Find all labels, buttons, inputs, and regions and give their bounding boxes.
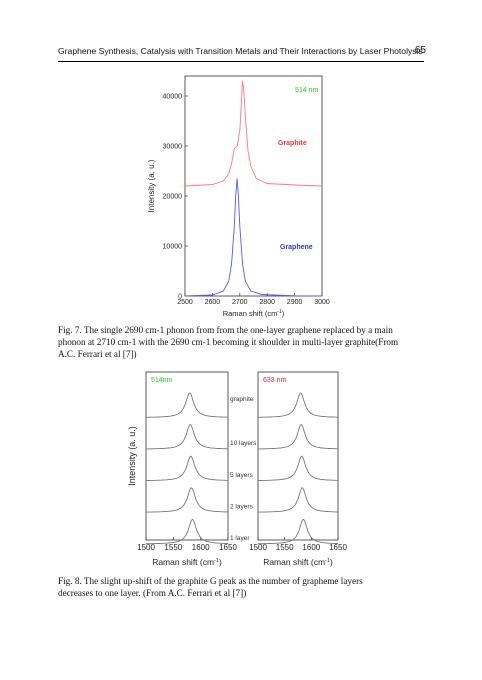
spectrum-curve xyxy=(146,424,228,450)
x-tick-label: 2700 xyxy=(232,299,248,306)
figure-8-right-plot: 1500 1550 1600 1650 Raman shift (cm-1) 633 nm xyxy=(249,371,347,567)
spectrum-curve xyxy=(146,487,229,513)
x-tick-label: 2600 xyxy=(205,299,221,306)
graphene-series-label: Graphene xyxy=(280,244,313,251)
running-header: Graphene Synthesis, Catalysis with Trans… xyxy=(58,45,426,62)
x-tick-label: 1550 xyxy=(164,543,182,552)
figure-8-caption-line-1: Fig. 8. The slight up-shift of the graph… xyxy=(58,576,363,586)
layer-label: 5 layers xyxy=(230,472,254,479)
x-tick-label: 1550 xyxy=(276,543,294,552)
spectrum-curve xyxy=(146,392,228,418)
figure-7-plot: 2500 2600 2700 2800 2900 30000100002000030000… xyxy=(147,75,330,318)
x-tick-label: 1600 xyxy=(302,543,320,552)
x-tick-label: 3000 xyxy=(314,299,330,306)
page-number: 65 xyxy=(414,45,426,56)
x-tick-label: 1500 xyxy=(249,543,267,552)
series-line-graphene xyxy=(184,178,323,297)
spectrum-curve xyxy=(258,455,338,481)
y-axis-label: Intensity (a. u.) xyxy=(127,426,137,486)
x-tick-label: 1650 xyxy=(219,543,237,552)
wavelength-annotation: 514 nm xyxy=(295,87,319,94)
header-title: Graphene Synthesis, Catalysis with Trans… xyxy=(58,46,423,56)
figure-8-left-plot: 1500 1550 1600 1650 Raman shift (cm-1) 514nm g… xyxy=(127,371,257,567)
x-tick-label: 1500 xyxy=(137,543,155,552)
x-axis-label: Raman shift (cm-1) xyxy=(263,557,333,567)
y-tick-label: 30000 xyxy=(163,144,183,151)
spectrum-curve xyxy=(258,392,338,418)
series-line-graphite xyxy=(184,80,323,187)
figure-8-caption-line-2: decreases to one layer. (From A.C. Ferra… xyxy=(58,588,247,598)
figure-7-caption-line-3: A.C. Ferrari et al [7]) xyxy=(58,349,137,359)
plot-frame xyxy=(257,371,339,541)
x-tick-label: 1650 xyxy=(329,543,347,552)
x-tick-label: 1600 xyxy=(192,543,210,552)
figure-7-caption-line-1: Fig. 7. The single 2690 cm-1 phonon from… xyxy=(58,325,393,335)
spectrum-curve xyxy=(146,455,228,481)
plot-frame xyxy=(145,371,229,541)
layer-label: 1 layer xyxy=(230,535,250,542)
graphite-series-label: Graphite xyxy=(278,140,307,147)
layer-label: 2 layers xyxy=(230,503,254,510)
layer-label: graphite xyxy=(230,396,254,403)
x-tick-label: 2500 xyxy=(177,299,193,306)
x-tick-label: 2800 xyxy=(259,299,275,306)
spectrum-curve xyxy=(258,424,338,450)
y-tick-label: 0 xyxy=(178,294,182,301)
spectrum-curve xyxy=(146,518,228,545)
wavelength-annotation: 633 nm xyxy=(263,377,287,384)
spectrum-curve xyxy=(258,487,339,513)
plot-frame xyxy=(184,75,323,297)
figure-7-caption-line-2: phonon at 2710 cm-1 with the 2690 cm-1 b… xyxy=(58,337,399,347)
y-tick-label: 40000 xyxy=(163,94,183,101)
x-axis-label: Raman shift (cm-1) xyxy=(223,309,285,318)
layer-label: 10 layers xyxy=(230,440,257,447)
y-tick-label: 10000 xyxy=(163,244,183,251)
x-axis-label: Raman shift (cm-1) xyxy=(152,557,222,567)
x-tick-label: 2900 xyxy=(287,299,303,306)
wavelength-annotation: 514nm xyxy=(151,377,173,384)
spectrum-curve xyxy=(258,518,338,545)
y-axis-label: Intensity (a. u.) xyxy=(147,159,156,212)
figure-8-caption: Fig. 8. The slight up-shift of the graph… xyxy=(58,575,426,599)
y-tick-label: 20000 xyxy=(163,194,183,201)
figure-7-caption: Fig. 7. The single 2690 cm-1 phonon from… xyxy=(58,324,426,360)
